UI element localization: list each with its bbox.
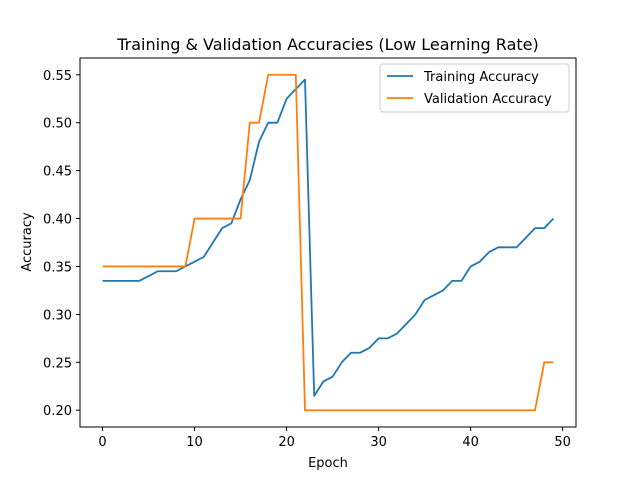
x-tick-label: 30 <box>370 435 387 450</box>
y-axis-label: Accuracy <box>20 212 35 272</box>
chart-title: Training & Validation Accuracies (Low Le… <box>116 35 538 54</box>
x-tick-label: 20 <box>278 435 295 450</box>
x-tick-label: 10 <box>186 435 203 450</box>
y-tick-label: 0.55 <box>43 69 72 84</box>
y-tick-label: 0.35 <box>43 260 72 275</box>
series-line-training <box>102 78 555 397</box>
x-tick-label: 0 <box>98 435 106 450</box>
y-tick-label: 0.30 <box>43 308 72 323</box>
y-tick-label: 0.40 <box>43 213 72 228</box>
y-tick-label: 0.50 <box>43 117 72 132</box>
legend-label-validation: Validation Accuracy <box>424 92 552 107</box>
series-line-validation <box>102 73 554 412</box>
x-tick-label: 40 <box>462 435 479 450</box>
legend-box <box>379 63 570 113</box>
y-axis: 0.20 0.25 0.30 0.35 0.40 0.45 0.50 0.55 <box>43 69 80 419</box>
x-axis: 0 10 20 30 40 50 <box>98 427 571 450</box>
x-axis-label: Epoch <box>308 456 348 471</box>
legend: Training Accuracy Validation Accuracy <box>379 63 570 113</box>
plot-lines <box>102 73 555 412</box>
y-tick-label: 0.45 <box>43 165 72 180</box>
y-tick-label: 0.20 <box>43 404 72 419</box>
legend-label-training: Training Accuracy <box>423 70 539 85</box>
x-tick-label: 50 <box>554 435 571 450</box>
y-tick-label: 0.25 <box>43 356 72 371</box>
plot-frame <box>79 57 577 428</box>
